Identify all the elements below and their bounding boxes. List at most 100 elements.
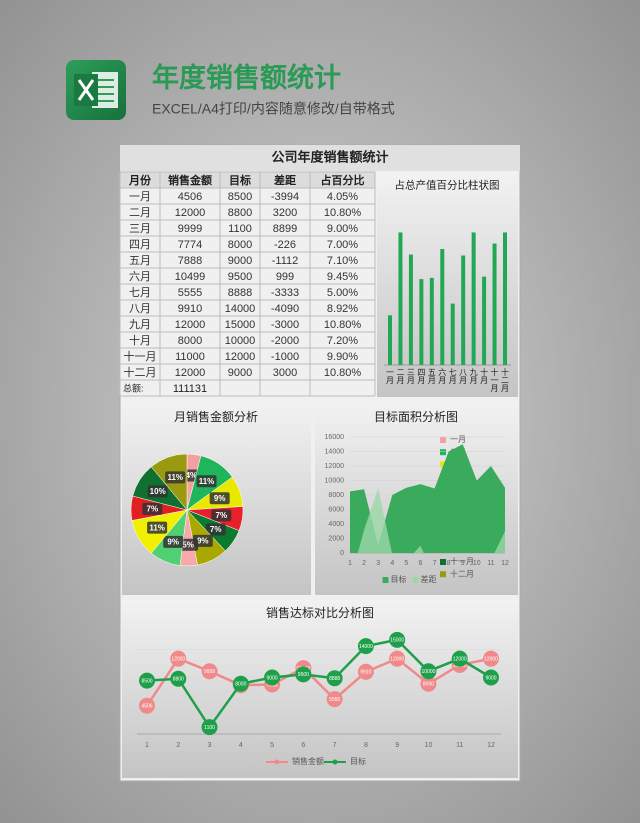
- legend-label: 差距: [421, 574, 437, 584]
- data-label: 4%: [186, 471, 198, 480]
- table-cell: 10.80%: [324, 367, 362, 379]
- bar: [461, 255, 466, 365]
- table-cell: 一月: [129, 191, 151, 203]
- point: [389, 650, 406, 667]
- data-label: 9%: [197, 537, 209, 546]
- table-cell: 9000: [228, 367, 252, 379]
- x-tick-label: 十一月: [490, 367, 499, 393]
- legend-label: 一月: [450, 435, 466, 444]
- x-tick-label: 12: [487, 742, 495, 749]
- point: [357, 638, 374, 655]
- table-cell: 10000: [225, 335, 256, 347]
- data-label: 7%: [210, 525, 222, 534]
- page-subtitle: EXCEL/A4打印/内容随意修改/自带格式: [152, 101, 395, 117]
- legend-label: 目标: [391, 574, 407, 584]
- bar: [503, 232, 507, 365]
- table-cell: -226: [274, 239, 296, 251]
- point: [389, 631, 406, 648]
- table-cell: 8899: [273, 223, 297, 235]
- x-tick-label: 4: [390, 560, 394, 567]
- y-tick-label: 14000: [325, 448, 345, 455]
- point: [326, 691, 343, 708]
- x-tick-label: 九月: [469, 368, 478, 385]
- data-label-bg: [211, 509, 232, 522]
- chart-title: 销售达标对比分析图: [266, 605, 374, 620]
- table-cell: -3994: [271, 191, 299, 203]
- x-tick-label: 十二月: [501, 367, 510, 393]
- data-label: 9%: [214, 494, 226, 503]
- data-label: 4506: [141, 704, 152, 710]
- x-tick-label: 10: [473, 560, 481, 567]
- x-tick-label: 8: [447, 560, 451, 567]
- table-cell: 七月: [129, 286, 151, 299]
- bar: [471, 232, 476, 365]
- y-tick-label: 4000: [328, 521, 344, 528]
- table-cell: 7.20%: [327, 335, 358, 347]
- data-label: 9%: [167, 537, 179, 546]
- y-tick-label: 0: [340, 550, 344, 557]
- panel: [122, 600, 518, 778]
- bar: [398, 232, 403, 365]
- x-tick-label: 八月: [459, 368, 468, 385]
- bar: [492, 243, 497, 365]
- table-cell: 8800: [228, 207, 252, 219]
- table-cell: 7.10%: [327, 255, 358, 267]
- x-tick-label: 9: [395, 742, 399, 749]
- table-cell: 十二月: [124, 365, 157, 379]
- y-tick-label: 2000: [328, 535, 344, 542]
- x-tick-label: 4: [239, 742, 243, 749]
- x-tick-label: 7: [433, 560, 437, 567]
- data-label: 15000: [390, 638, 404, 644]
- bar: [408, 254, 413, 365]
- x-tick-label: 11: [487, 560, 494, 567]
- data-label: 8000: [235, 682, 246, 688]
- data-label: 12000: [453, 656, 467, 662]
- table-title-bar: [120, 145, 520, 171]
- page-title: 年度销售额统计: [152, 62, 341, 93]
- table-cell: 8000: [228, 239, 252, 251]
- point: [451, 650, 468, 667]
- table-cell: 15000: [225, 319, 256, 331]
- table-cell: 5.00%: [327, 287, 358, 299]
- data-label: 12000: [390, 656, 404, 662]
- x-tick-label: 3: [208, 742, 212, 749]
- table-cell: 7774: [178, 239, 202, 251]
- bar: [450, 303, 455, 365]
- bar: [429, 277, 434, 365]
- point: [483, 669, 499, 686]
- chart-title: 目标面积分析图: [374, 410, 458, 424]
- data-label: 14000: [359, 644, 373, 650]
- x-tick-label: 三月: [406, 368, 415, 385]
- total-label: 总额:: [123, 382, 144, 393]
- table-cell: 8000: [178, 335, 202, 347]
- point: [264, 669, 281, 686]
- point: [201, 663, 218, 680]
- data-label: 9500: [298, 672, 309, 678]
- table-cell: 4.05%: [327, 191, 358, 203]
- point: [139, 672, 155, 689]
- table-cell: 9.45%: [327, 271, 358, 283]
- table-cell: 10499: [175, 271, 206, 283]
- data-label-bg: [147, 521, 168, 534]
- panel: [377, 172, 518, 397]
- data-label: 11%: [149, 523, 165, 532]
- table-cell: 9.00%: [327, 223, 358, 235]
- data-label: 8800: [173, 677, 184, 683]
- data-label: 9000: [485, 675, 496, 681]
- table-cell: 10.80%: [324, 319, 362, 331]
- point: [170, 670, 187, 687]
- bar: [419, 279, 424, 365]
- column-header: 占百分比: [321, 173, 365, 187]
- table-cell: 12000: [175, 319, 206, 331]
- table-cell: -3333: [271, 287, 299, 299]
- data-label: 7%: [147, 505, 159, 514]
- x-tick-label: 二月: [396, 368, 405, 385]
- table-cell: 9000: [228, 255, 252, 267]
- y-tick-label: 8000: [328, 492, 344, 499]
- table-cell: 8500: [228, 191, 252, 203]
- table-cell: 3000: [273, 367, 297, 379]
- x-tick-label: 11: [456, 742, 463, 749]
- x-tick-label: 1: [348, 560, 352, 567]
- x-tick-label: 6: [419, 560, 423, 567]
- x-tick-label: 8: [364, 742, 368, 749]
